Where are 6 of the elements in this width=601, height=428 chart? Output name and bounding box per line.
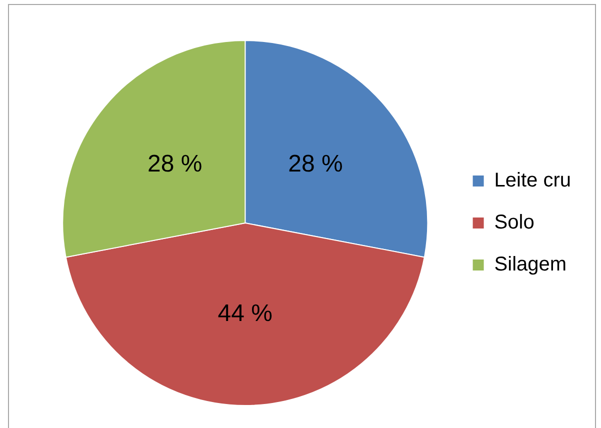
- data-label: 44 %: [218, 300, 272, 327]
- data-label: 28 %: [288, 150, 343, 178]
- data-label: 28 %: [147, 150, 202, 178]
- legend-label: Solo: [494, 212, 534, 234]
- legend-label: Silagem: [494, 254, 567, 276]
- legend-label: Leite cru: [494, 170, 572, 192]
